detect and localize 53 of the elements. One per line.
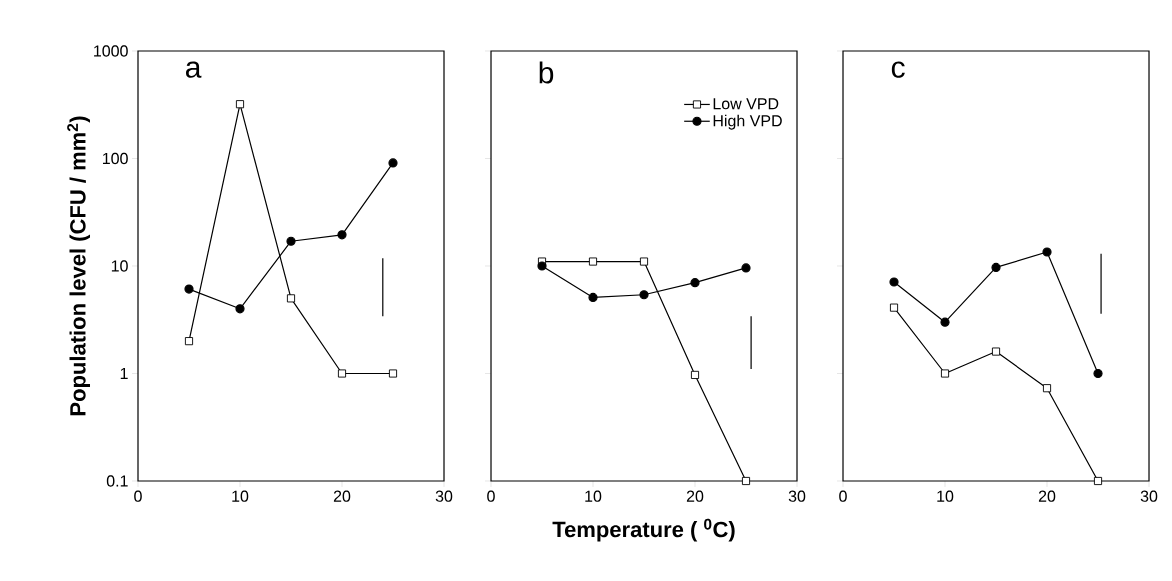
y-tick-label: 0.1 [106, 475, 128, 487]
x-tick-label: 30 [435, 490, 453, 502]
x-tick-label: 0 [134, 490, 142, 502]
point [286, 294, 296, 303]
y-axis-title: Population level (CFU / mm$^{2}$) [67, 116, 91, 416]
point [337, 369, 347, 378]
point [337, 230, 347, 240]
x-tick-label: 30 [788, 490, 806, 502]
x-tick-label: 0 [839, 490, 847, 502]
y-tick-label: 100 [102, 152, 128, 165]
x-tick-label: 20 [686, 490, 704, 502]
point [1093, 476, 1103, 486]
x-tick-label: 0 [487, 490, 495, 502]
point [690, 370, 700, 379]
chart-title: c [891, 61, 905, 78]
x-tick-label: 20 [1038, 490, 1056, 502]
point [235, 100, 245, 109]
y-tick-label: 1000 [94, 45, 128, 57]
point [639, 290, 649, 300]
point [388, 369, 398, 378]
point [940, 317, 950, 327]
point [286, 236, 296, 246]
point [741, 476, 751, 486]
point [235, 304, 245, 314]
x-axis-title: Temperature ( $^{0}$C) [552, 518, 735, 542]
point [991, 262, 1001, 273]
point [889, 277, 899, 287]
point [588, 257, 598, 266]
chart-title: a [186, 61, 202, 78]
legend-label: Low VPD [713, 98, 779, 110]
point [690, 278, 700, 288]
point [588, 292, 598, 303]
y-tick-label: 10 [111, 260, 128, 272]
point [184, 337, 194, 346]
x-tick-label: 10 [232, 490, 249, 502]
point [388, 158, 398, 168]
point [537, 261, 547, 271]
point [991, 347, 1001, 356]
point [1042, 384, 1052, 393]
point [1042, 247, 1052, 257]
point [639, 257, 649, 266]
x-tick-label: 20 [333, 490, 351, 502]
point [741, 263, 751, 273]
x-tick-label: 10 [937, 490, 954, 502]
point [940, 369, 950, 378]
x-tick-label: 10 [585, 490, 602, 502]
point [184, 284, 194, 294]
y-tick-label: 1 [120, 367, 128, 379]
chart-title: b [539, 61, 554, 84]
x-tick-label: 30 [1140, 490, 1158, 502]
point [889, 303, 899, 312]
legend-label: High VPD [713, 114, 782, 130]
point [1093, 368, 1103, 379]
